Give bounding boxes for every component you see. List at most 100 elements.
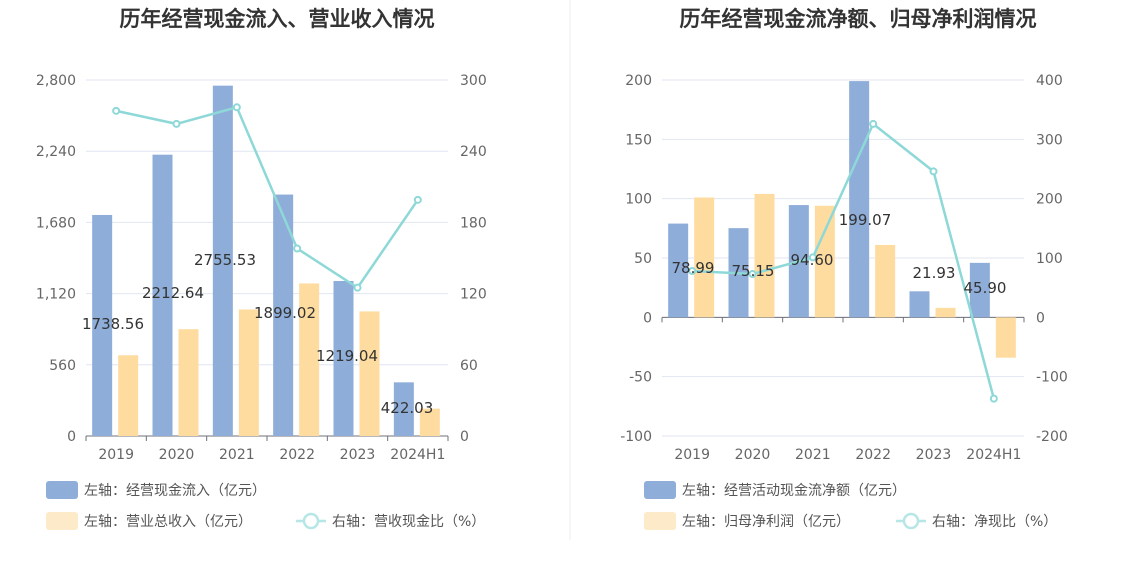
x-axis-tick: 2023 — [916, 447, 952, 463]
bar-primary — [273, 194, 294, 436]
ratio-point — [353, 283, 362, 292]
bar-data-label: 1899.02 — [254, 304, 316, 322]
bar-data-label: 422.03 — [381, 399, 434, 417]
legend-label: 右轴：营收现金比（%） — [332, 514, 485, 530]
left-axis-tick: 200 — [625, 73, 652, 89]
legend-label: 左轴：归母净利润（亿元） — [682, 513, 850, 530]
ratio-point — [869, 119, 878, 128]
x-axis-tick: 2022 — [279, 447, 315, 463]
ratio-point — [293, 244, 302, 253]
right-axis-tick: -100 — [1036, 370, 1068, 386]
bar-primary — [152, 154, 173, 436]
bar-secondary — [419, 408, 440, 436]
right-axis-tick: 120 — [460, 287, 487, 303]
left-axis-tick: 0 — [643, 310, 652, 326]
left-axis-tick: 2,800 — [36, 73, 76, 89]
x-axis-tick: 2020 — [159, 447, 195, 463]
ratio-point — [688, 267, 697, 276]
ratio-line — [692, 121, 996, 399]
x-axis-tick: 2021 — [219, 447, 255, 463]
bar-secondary — [995, 317, 1016, 358]
right-axis-tick: 200 — [1036, 192, 1063, 208]
right-axis-tick: 100 — [1036, 251, 1063, 267]
legend-line-marker — [902, 512, 920, 530]
bar-primary — [92, 214, 113, 436]
right-axis-tick: 400 — [1036, 73, 1063, 89]
left-axis-tick: 2,240 — [36, 144, 76, 160]
left-axis-tick: 1,680 — [36, 215, 76, 231]
ratio-point — [808, 253, 817, 262]
right-axis-tick: 60 — [460, 358, 478, 374]
x-axis-tick: 2022 — [855, 447, 891, 463]
x-axis-tick: 2019 — [98, 447, 134, 463]
right-axis-tick: -200 — [1036, 429, 1068, 445]
bar-primary — [212, 85, 233, 436]
x-axis-tick: 2021 — [795, 447, 831, 463]
right-axis-tick: 180 — [460, 215, 487, 231]
right-axis-tick: 240 — [460, 144, 487, 160]
bar-primary — [393, 382, 414, 436]
bar-secondary — [935, 307, 956, 318]
right-axis-tick: 0 — [460, 429, 469, 445]
ratio-point — [172, 119, 181, 128]
left-axis-tick: 50 — [634, 251, 652, 267]
right-axis-tick: 300 — [1036, 132, 1063, 148]
bar-data-label: 94.60 — [791, 251, 834, 269]
bar-data-label: 199.07 — [839, 211, 892, 229]
bar-data-label: 2212.64 — [142, 284, 204, 302]
ratio-point — [413, 195, 422, 204]
bar-primary — [909, 291, 930, 318]
bar-primary — [333, 281, 354, 436]
legend-swatch — [644, 481, 676, 499]
right-axis-tick: 300 — [460, 73, 487, 89]
bar-secondary — [118, 355, 139, 436]
ratio-point — [989, 394, 998, 403]
bar-primary — [849, 81, 870, 318]
bar-secondary — [238, 309, 259, 436]
bar-secondary — [359, 311, 380, 436]
x-axis-tick: 2024H1 — [966, 447, 1021, 463]
bar-data-label: 1738.56 — [82, 315, 144, 333]
ratio-line — [115, 105, 419, 290]
legend-swatch — [644, 512, 676, 530]
bar-data-label: 45.90 — [964, 279, 1007, 297]
bar-data-label: 1219.04 — [316, 347, 378, 365]
left-axis-tick: 0 — [67, 429, 76, 445]
ratio-point — [112, 106, 121, 115]
legend-label: 右轴：净现比（%） — [932, 514, 1057, 530]
ratio-point — [232, 103, 241, 112]
legend-label: 左轴：经营活动现金流净额（亿元） — [682, 483, 906, 499]
bar-data-label: 2755.53 — [194, 251, 256, 269]
left-axis-tick: -50 — [629, 370, 652, 386]
bar-secondary — [299, 283, 320, 436]
left-axis-tick: 560 — [49, 358, 76, 374]
legend-swatch — [46, 512, 78, 530]
bar-secondary — [178, 329, 199, 436]
ratio-point — [748, 270, 757, 279]
x-axis-tick: 2019 — [674, 447, 710, 463]
bar-primary — [969, 262, 990, 318]
legend-label: 左轴：营业总收入（亿元） — [84, 514, 252, 530]
bar-secondary — [814, 205, 835, 318]
left-axis-tick: -100 — [620, 429, 652, 445]
left-axis-tick: 150 — [625, 132, 652, 148]
legend-swatch — [46, 481, 78, 499]
bar-data-label: 21.93 — [913, 264, 956, 282]
legend-label: 左轴：经营现金流入（亿元） — [84, 483, 266, 499]
chart-title: 历年经营现金流净额、归母净利润情况 — [680, 7, 1037, 31]
left-axis-tick: 100 — [625, 192, 652, 208]
bar-secondary — [694, 197, 715, 318]
chart-title: 历年经营现金流入、营业收入情况 — [120, 7, 435, 31]
bar-data-label: 75.15 — [732, 262, 775, 280]
x-axis-tick: 2020 — [735, 447, 771, 463]
left-axis-tick: 1,120 — [36, 287, 76, 303]
ratio-point — [929, 167, 938, 176]
x-axis-tick: 2024H1 — [390, 447, 445, 463]
bar-data-label: 78.99 — [672, 259, 715, 277]
right-axis-tick: 0 — [1036, 310, 1045, 326]
x-axis-tick: 2023 — [340, 447, 376, 463]
bar-secondary — [875, 244, 896, 318]
legend-line-marker — [302, 512, 320, 530]
